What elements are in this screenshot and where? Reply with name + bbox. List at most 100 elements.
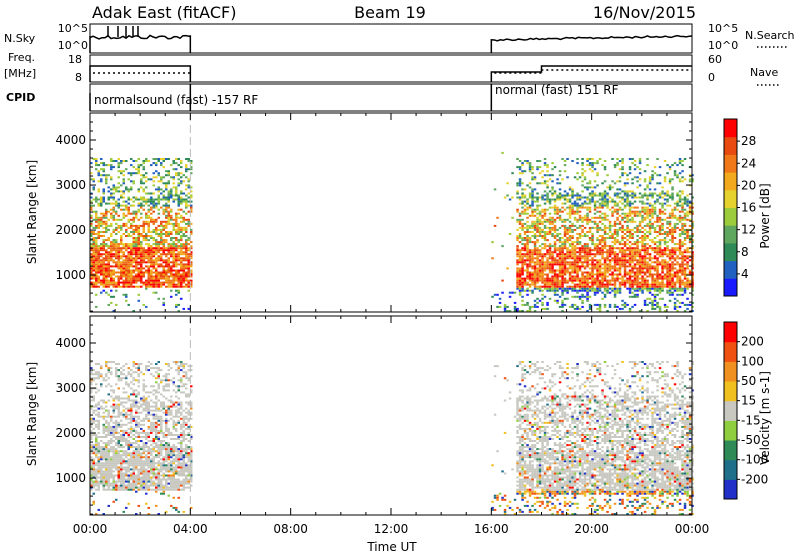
power-echo-cell bbox=[167, 218, 170, 221]
power-echo-cell bbox=[623, 281, 627, 284]
power-echo-cell bbox=[543, 295, 547, 298]
power-echo-cell bbox=[531, 271, 534, 274]
power-echo-cell bbox=[110, 194, 113, 197]
power-echo-cell bbox=[187, 263, 190, 266]
power-echo-cell bbox=[626, 247, 629, 250]
power-echo-cell bbox=[663, 310, 667, 312]
power-echo-cell bbox=[631, 259, 634, 262]
power-echo-cell bbox=[551, 226, 554, 229]
power-echo-cell bbox=[553, 245, 557, 248]
power-echo-cell bbox=[177, 202, 180, 205]
power-echo-cell bbox=[646, 237, 649, 239]
power-echo-cell bbox=[613, 239, 617, 242]
power-echo-cell bbox=[167, 285, 170, 288]
power-echo-cell bbox=[678, 235, 682, 237]
power-echo-cell bbox=[683, 263, 687, 266]
velocity-echo-cell bbox=[100, 476, 103, 479]
power-echo-cell bbox=[673, 289, 677, 292]
power-echo-cell bbox=[653, 255, 657, 258]
power-echo-cell bbox=[588, 210, 592, 213]
power-echo-cell bbox=[603, 231, 607, 233]
power-echo-cell bbox=[107, 293, 110, 296]
power-echo-cell bbox=[621, 239, 624, 242]
power-echo-cell bbox=[646, 269, 649, 272]
power-echo-cell bbox=[563, 194, 567, 197]
power-echo-cell bbox=[668, 271, 672, 274]
power-echo-cell bbox=[160, 233, 163, 235]
power-echo-cell bbox=[658, 216, 662, 219]
power-echo-cell bbox=[180, 269, 183, 272]
power-echo-cell bbox=[516, 158, 519, 160]
power-echo-cell bbox=[648, 218, 652, 221]
power-echo-cell bbox=[132, 237, 135, 239]
power-echo-cell bbox=[643, 208, 647, 211]
power-echo-cell bbox=[162, 233, 165, 235]
velocity-echo-cell bbox=[97, 484, 100, 487]
power-echo-cell bbox=[678, 200, 682, 203]
velocity-echo-cell bbox=[110, 476, 113, 479]
power-echo-cell bbox=[107, 186, 110, 189]
power-echo-cell bbox=[581, 231, 584, 233]
power-echo-cell bbox=[626, 224, 629, 227]
velocity-echo-cell bbox=[95, 363, 98, 365]
power-echo-cell bbox=[616, 204, 619, 207]
power-echo-cell bbox=[102, 192, 105, 195]
power-echo-cell bbox=[102, 214, 105, 217]
power-echo-cell bbox=[561, 257, 564, 260]
power-echo-cell bbox=[556, 269, 559, 272]
power-echo-cell bbox=[643, 170, 647, 173]
power-echo-cell bbox=[170, 210, 173, 213]
power-echo-cell bbox=[646, 279, 649, 282]
power-echo-cell bbox=[586, 279, 589, 282]
power-echo-cell bbox=[157, 243, 160, 246]
power-echo-cell bbox=[611, 287, 614, 290]
power-echo-cell bbox=[145, 233, 148, 235]
power-echo-cell bbox=[576, 289, 579, 292]
power-echo-cell bbox=[538, 220, 542, 223]
velocity-echo-cell bbox=[95, 438, 98, 440]
power-echo-cell bbox=[526, 287, 529, 290]
power-echo-cell bbox=[160, 180, 163, 183]
power-echo-cell bbox=[621, 307, 624, 310]
velocity-echo-cell bbox=[110, 440, 113, 442]
power-echo-cell bbox=[656, 198, 659, 201]
power-echo-cell bbox=[177, 310, 180, 312]
power-echo-cell bbox=[137, 164, 140, 167]
power-echo-cell bbox=[656, 257, 659, 260]
power-echo-cell bbox=[107, 265, 110, 268]
power-echo-cell bbox=[603, 245, 607, 248]
power-echo-cell bbox=[175, 283, 178, 286]
power-echo-cell bbox=[127, 259, 130, 262]
power-echo-cell bbox=[526, 273, 529, 276]
power-echo-cell bbox=[606, 192, 609, 195]
power-echo-cell bbox=[548, 231, 552, 233]
power-echo-cell bbox=[631, 178, 634, 181]
power-echo-cell bbox=[663, 261, 667, 264]
power-echo-cell bbox=[521, 172, 524, 175]
power-echo-cell bbox=[566, 267, 569, 270]
power-echo-cell bbox=[167, 231, 170, 233]
velocity-echo-cell bbox=[95, 373, 98, 376]
power-echo-cell bbox=[521, 222, 524, 225]
power-echo-cell bbox=[130, 188, 133, 191]
power-echo-cell bbox=[185, 277, 188, 280]
power-echo-cell bbox=[566, 287, 569, 290]
power-echo-cell bbox=[666, 247, 669, 250]
power-echo-cell bbox=[105, 285, 108, 288]
nave-trace-2 bbox=[494, 69, 692, 74]
power-echo-cell bbox=[668, 289, 672, 292]
power-echo-cell bbox=[581, 216, 584, 219]
power-echo-cell bbox=[187, 275, 190, 278]
power-echo-cell bbox=[636, 206, 639, 209]
velocity-echo-cell bbox=[95, 436, 98, 438]
power-echo-cell bbox=[100, 196, 103, 199]
power-echo-cell bbox=[598, 305, 602, 308]
power-echo-cell bbox=[638, 220, 642, 223]
power-echo-cell bbox=[583, 283, 587, 286]
power-echo-cell bbox=[663, 253, 667, 256]
power-echo-cell bbox=[162, 196, 165, 199]
power-echo-cell bbox=[636, 279, 639, 282]
power-echo-cell bbox=[125, 265, 128, 268]
power-echo-cell bbox=[162, 182, 165, 185]
power-echo-cell bbox=[563, 208, 567, 211]
